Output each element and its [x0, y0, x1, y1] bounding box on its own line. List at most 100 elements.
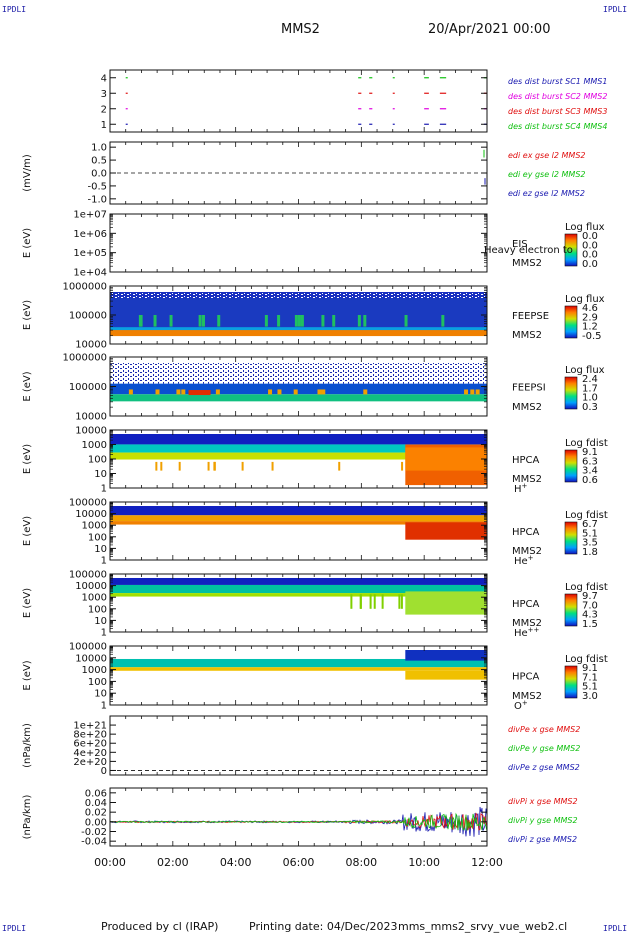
eis-ytick-label: 1e+05: [73, 248, 107, 259]
eis-ytick-label: 1e+06: [73, 229, 107, 240]
eis-ytick-label: 1e+04: [73, 268, 107, 279]
divpi-legend-entry: divPi z gse MMS2: [508, 835, 577, 844]
feepsi-ytick-label: 10000: [75, 412, 107, 423]
eis-frame: [109, 213, 488, 273]
hpca_o-ylabel: E (eV): [22, 660, 33, 690]
divpi-ytick-label: 0.00: [85, 817, 107, 828]
eis-instrument-label: EIS: [512, 239, 528, 250]
feepse-ylabel: E (eV): [22, 300, 33, 330]
hpca_o-colorbar-tick: 5.1: [582, 682, 598, 693]
burst-ytick-label: 3: [101, 89, 107, 100]
hpca_he2-ytick-label: 1000: [82, 593, 107, 604]
edi-ytick-label: -1.0: [87, 194, 107, 205]
feepsi-colorbar: [564, 376, 578, 410]
hpca_he-ylabel: E (eV): [22, 516, 33, 546]
divpe-ytick-label: 6e+20: [73, 739, 107, 750]
burst-legend-entry: des dist burst SC2 MMS2: [508, 92, 607, 101]
hpca_h-instrument-label: HPCA: [512, 455, 540, 466]
page-date: 20/Apr/2021 00:00: [428, 22, 551, 37]
eis-colorbar-tick: 0.0: [582, 259, 598, 270]
divpi-trace-z: [109, 806, 488, 837]
hpca_he2-colorbar-title: Log fdist: [565, 582, 608, 593]
hpca_he-ytick-label: 10000: [75, 509, 107, 520]
eis-colorbar-tick: 0.0: [582, 250, 598, 261]
hpca_he-colorbar: [564, 521, 578, 555]
feepse-ytick-label: 10000: [75, 340, 107, 351]
hpca_he2-ytick-label: 10: [94, 616, 107, 627]
hpca_h-spectrogram: [110, 434, 487, 486]
hpca_he2-species-label: He++: [514, 626, 540, 639]
feepse-spacecraft-label: MMS2: [512, 330, 542, 341]
hpca_h-colorbar-title: Log fdist: [565, 438, 608, 449]
xtick-label: 12:00: [471, 856, 503, 869]
divpi-legend-entry: divPi y gse MMS2: [508, 816, 578, 825]
hpca_o-colorbar-tick: 9.1: [582, 663, 598, 674]
divpe-ytick-label: 4e+20: [73, 748, 107, 759]
hpca_he2-colorbar-tick: 7.0: [582, 600, 598, 611]
hpca_he-ytick-label: 1000: [82, 521, 107, 532]
hpca_o-ytick-label: 100000: [69, 642, 107, 653]
edi-panel: edi ex gse l2 MMS2 edi ey gse l2 MMS2 edi …: [22, 141, 586, 205]
edi-ylabel: (mV/m): [22, 154, 33, 192]
hpca_h-ytick-label: 1000: [82, 440, 107, 451]
hpca_he-panel: Log fdist6.75.13.51.8HPCAMMS2He+10000010…: [22, 498, 608, 568]
divpi-ytick-label: 0.02: [85, 808, 107, 819]
hpca_he-colorbar-tick: 6.7: [582, 519, 598, 530]
edi-ytick-label: 0.0: [91, 169, 107, 180]
divpi-ylabel: (nPa/km): [22, 795, 33, 840]
feepse-colorbar-title: Log flux: [565, 294, 605, 305]
hpca_o-colorbar-title: Log fdist: [565, 654, 608, 665]
hpca_h-colorbar: [564, 449, 578, 483]
hpca_h-ytick-label: 100: [88, 455, 107, 466]
divpe-frame: [109, 715, 488, 776]
divpe-legend-entry: divPe y gse MMS2: [508, 744, 580, 753]
hpca_he-colorbar-title: Log fdist: [565, 510, 608, 521]
eis-ylabel: E (eV): [22, 228, 33, 258]
hpca_o-ytick-label: 1000: [82, 665, 107, 676]
feepse-colorbar-tick: 2.9: [582, 312, 598, 323]
hpca_h-colorbar-tick: 9.1: [582, 447, 598, 458]
xtick-label: 08:00: [345, 856, 377, 869]
hpca_h-colorbar-tick: 3.4: [582, 466, 598, 477]
hpca_he-colorbar-tick: 1.8: [582, 547, 598, 558]
divpe-ylabel: (nPa/km): [22, 723, 33, 768]
feepsi-colorbar-tick: 0.3: [582, 402, 598, 413]
hpca_o-spectrogram: [110, 650, 487, 680]
eis-colorbar-title: Log flux: [565, 222, 605, 233]
hpca_he-spectrogram: [110, 506, 487, 540]
hpca_he-ytick-label: 100000: [69, 498, 107, 509]
divpi-ytick-label: -0.04: [81, 837, 107, 848]
hpca_o-colorbar: [564, 665, 578, 699]
xtick-label: 06:00: [283, 856, 315, 869]
burst-frame: [109, 69, 488, 133]
feepse-ytick-label: 1000000: [62, 282, 107, 293]
feepsi-colorbar-tick: 1.7: [582, 383, 598, 394]
feepsi-spectrogram: [110, 363, 487, 402]
hpca_he2-ytick-label: 10000: [75, 581, 107, 592]
footer-produced-by: Produced by cl (IRAP): [101, 920, 219, 933]
eis-ytick-label: 1e+07: [73, 210, 107, 221]
hpca_o-spacecraft-label: MMS2: [512, 691, 542, 702]
hpca_o-ytick-label: 1: [101, 701, 107, 712]
xtick-label: 02:00: [157, 856, 189, 869]
corner-label-bottom-left: IPDLI: [2, 924, 27, 933]
divpi-ytick-label: -0.02: [81, 827, 107, 838]
hpca_o-species-label: O+: [514, 699, 528, 712]
hpca_he-ytick-label: 1: [101, 556, 107, 567]
xtick-label: 00:00: [94, 856, 126, 869]
feepse-colorbar-tick: -0.5: [582, 331, 602, 342]
feepse-colorbar-tick: 4.6: [582, 303, 598, 314]
hpca_he-ytick-label: 100: [88, 532, 107, 543]
hpca_he2-colorbar-tick: 9.7: [582, 591, 598, 602]
xtick-label: 10:00: [408, 856, 440, 869]
divpe-ytick-label: 2e+20: [73, 757, 107, 768]
edi-ytick-label: -0.5: [87, 181, 107, 192]
burst-panel: des dist burst SC1 MMS1 des dist burst SC…: [101, 69, 607, 133]
hpca_h-colorbar-tick: 0.6: [582, 475, 598, 486]
burst-legend-entry: des dist burst SC3 MMS3: [508, 107, 607, 116]
xtick-label: 04:00: [220, 856, 252, 869]
hpca_h-ytick-label: 10000: [75, 426, 107, 437]
footer-printing-date: Printing date: 04/Dec/2023: [249, 920, 398, 933]
